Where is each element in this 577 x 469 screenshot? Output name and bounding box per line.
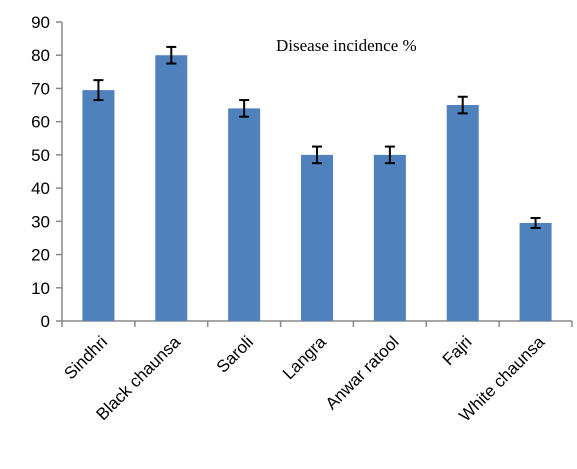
bar-black-chaunsa xyxy=(155,55,187,321)
x-axis xyxy=(62,321,572,327)
y-tick-label: 50 xyxy=(31,146,50,165)
bar-anwar-ratool xyxy=(374,155,406,321)
y-tick-label: 70 xyxy=(31,79,50,98)
bar-white-chaunsa xyxy=(520,223,552,321)
y-tick-label: 80 xyxy=(31,46,50,65)
y-tick-label: 10 xyxy=(31,279,50,298)
category-label: Fajri xyxy=(439,332,476,369)
bars xyxy=(82,55,551,321)
y-tick-label: 30 xyxy=(31,212,50,231)
y-axis: 0 10 20 30 40 50 60 70 80 90 xyxy=(31,13,62,331)
category-label: Sindhri xyxy=(60,332,111,383)
category-label: Saroli xyxy=(213,332,257,376)
category-label: Langra xyxy=(279,332,330,383)
y-tick-label: 60 xyxy=(31,113,50,132)
y-tick-label: 40 xyxy=(31,179,50,198)
bar-saroli xyxy=(228,108,260,321)
bar-sindhri xyxy=(82,90,114,321)
y-tick-label: 90 xyxy=(31,13,50,32)
chart-title: Disease incidence % xyxy=(276,36,417,55)
bar-langra xyxy=(301,155,333,321)
y-tick-label: 20 xyxy=(31,246,50,265)
y-tick-label: 0 xyxy=(41,312,50,331)
category-label: Anwar ratool xyxy=(322,332,403,413)
bar-fajri xyxy=(447,105,479,321)
